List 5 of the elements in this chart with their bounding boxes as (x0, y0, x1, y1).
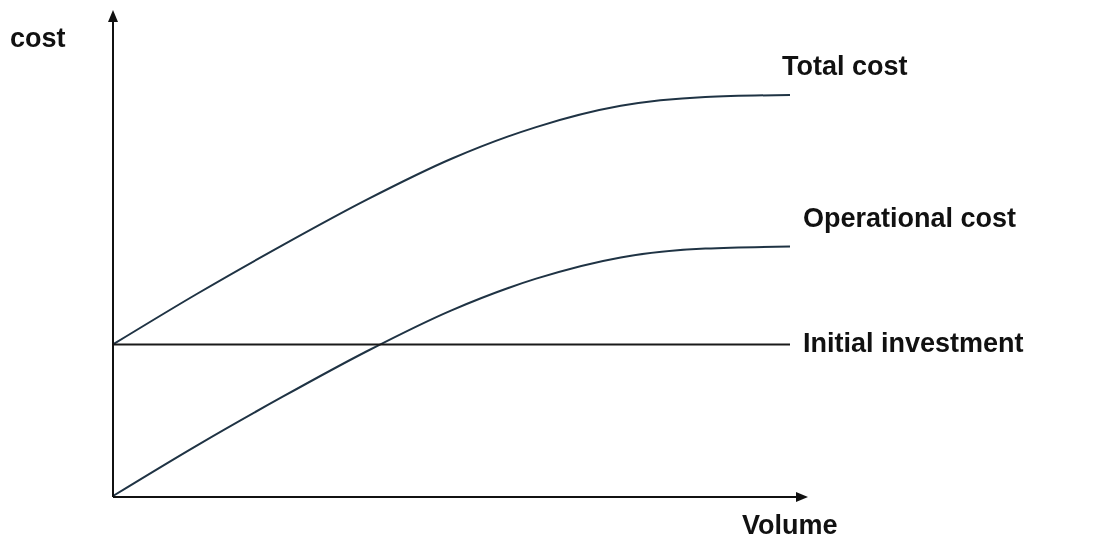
series-label: Initial investment (803, 327, 1024, 358)
y-axis-title: cost (10, 23, 66, 54)
series-label: Total cost (782, 51, 908, 82)
x-axis-title: Volume (742, 510, 838, 540)
series-label: Operational cost (803, 202, 1017, 233)
